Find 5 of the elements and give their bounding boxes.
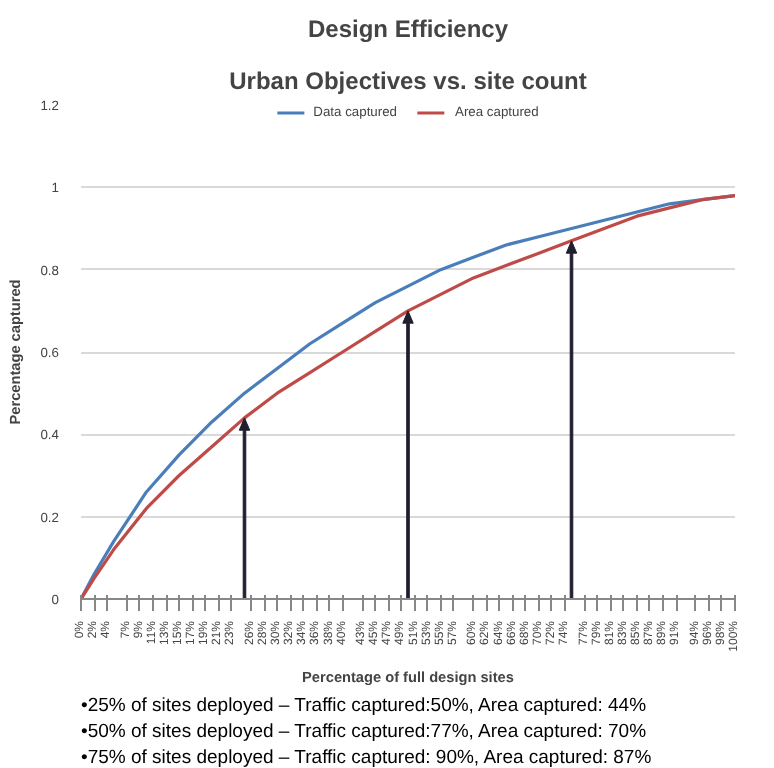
chart-subtitle: Urban Objectives vs. site count — [229, 67, 587, 95]
chart-title: Design Efficiency — [307, 15, 509, 43]
text: •50% of sites deployed – Traffic captured:77%, Area captured: 70% — [81, 721, 648, 743]
text: •25% of sites deployed – Traffic captured:50%, Area captured: 44% — [81, 695, 648, 717]
text: •75% of sites deployed – Traffic captured: 90%, Area captured: 87% — [81, 747, 653, 768]
